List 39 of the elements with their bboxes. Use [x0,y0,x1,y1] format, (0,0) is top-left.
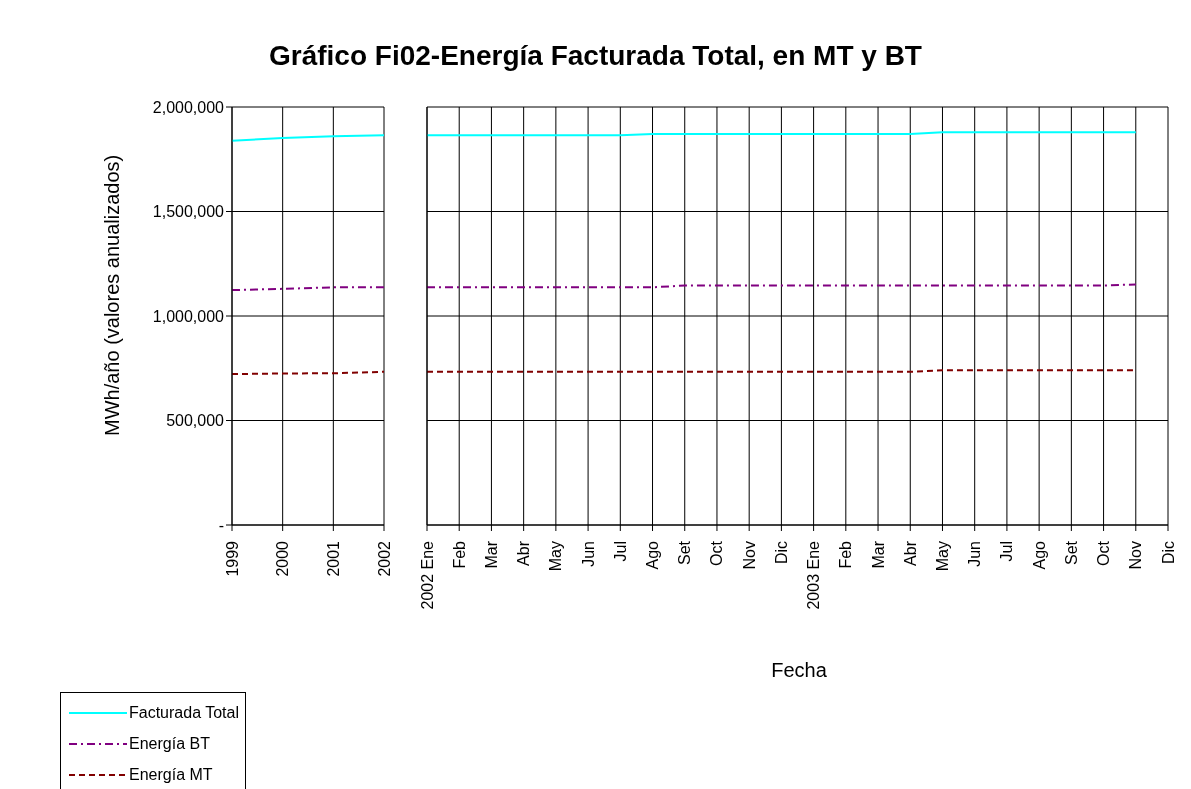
x-tick-label: 2001 [324,540,342,577]
x-tick-label: Ago [644,540,662,570]
x-tick-label: Jul [611,541,629,562]
x-tick-label: Nov [740,541,758,570]
x-tick-label: Oct [708,540,726,566]
x-tick-label: Abr [901,540,919,566]
x-tick-label: Mar [869,540,887,569]
x-axis-title: Fecha [770,659,828,682]
x-tick-label: 2002 [375,540,393,577]
y-tick-label: 2,000,000 [152,98,225,116]
x-tick-label: Abr [515,540,533,566]
legend-label: Energía MT [129,765,213,784]
x-tick-label: Ago [1030,540,1048,570]
x-tick-label: May [547,541,565,572]
x-tick-label: Nov [1127,541,1145,570]
x-tick-label: May [933,541,951,572]
legend-label: Facturada Total [129,703,239,722]
x-tick-label: 2000 [274,540,292,577]
y-axis-title: MWh/año (valores anualizados) [101,154,124,436]
x-tick-label: Dic [1159,541,1177,565]
x-tick-label: Jun [966,541,984,567]
x-tick-label: Feb [450,540,468,569]
x-tick-label: 1999 [223,540,241,577]
y-tick-label: 500,000 [166,412,225,430]
x-tick-label: Set [1062,540,1080,566]
x-tick-label: Dic [772,541,790,565]
y-tick-label: 1,000,000 [152,307,225,325]
x-tick-label: Feb [837,540,855,569]
legend-label: Energía BT [129,734,210,753]
x-tick-label: Jul [998,541,1016,562]
text: Gráfico Fi02-Energía Facturada Total, en MT y BT [269,40,922,71]
y-tick-label: 1,500,000 [152,203,225,221]
x-tick-label: 2003 Ene [805,540,823,610]
x-tick-label: Mar [482,540,500,569]
x-tick-label: Oct [1095,540,1113,566]
y-tick-label: - [218,516,224,534]
x-tick-label: Jun [579,541,597,567]
x-tick-label: 2002 Ene [418,540,436,610]
x-tick-label: Set [676,540,694,566]
